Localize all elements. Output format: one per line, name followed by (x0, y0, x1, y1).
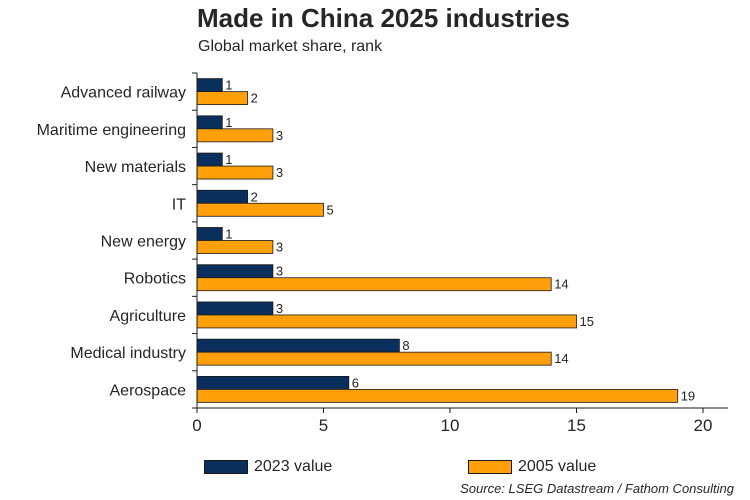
data-label: 3 (276, 264, 283, 279)
bar-2005 (196, 351, 552, 366)
category-label: Medical industry (70, 345, 186, 362)
legend-item-2023: 2023 value (204, 458, 332, 476)
bar-2005 (196, 314, 577, 329)
category-label: IT (172, 196, 186, 213)
bar-2023 (196, 301, 274, 316)
category-label: Agriculture (110, 308, 187, 325)
bar-2023 (196, 152, 223, 167)
data-label: 1 (225, 78, 232, 93)
bar-2005 (196, 388, 679, 403)
data-label: 14 (554, 351, 568, 366)
category-label: Maritime engineering (37, 122, 186, 139)
data-label: 6 (352, 375, 359, 390)
legend-swatch-2023 (204, 460, 248, 474)
bar-2005 (196, 202, 324, 217)
data-label: 3 (276, 165, 283, 180)
data-label: 19 (681, 388, 695, 403)
bar-2023 (196, 189, 248, 204)
category-label: Advanced railway (61, 85, 186, 102)
bar-2023 (196, 78, 223, 93)
data-label: 8 (402, 338, 409, 353)
legend-label-2023: 2023 value (254, 458, 333, 475)
category-label: Robotics (124, 271, 186, 288)
x-tick-label: 5 (319, 416, 328, 435)
bar-2005 (196, 240, 274, 254)
x-tick-label: 20 (694, 416, 713, 435)
data-label: 2 (251, 91, 258, 106)
category-label: Aerospace (110, 382, 187, 399)
x-tick-label: 0 (192, 416, 201, 435)
data-label: 14 (554, 277, 568, 292)
data-label: 5 (327, 202, 334, 217)
data-label: 3 (276, 128, 283, 143)
legend-label-2005: 2005 value (518, 458, 597, 475)
bar-2023 (196, 227, 223, 241)
data-label: 1 (225, 227, 232, 242)
data-label: 1 (225, 152, 232, 167)
data-label: 1 (225, 115, 232, 130)
bar-2005 (196, 91, 248, 106)
data-label: 2 (251, 189, 258, 204)
bar-2023 (196, 264, 274, 279)
x-tick-label: 10 (441, 416, 460, 435)
bar-2023 (196, 375, 350, 390)
category-label: New materials (85, 159, 186, 176)
chart-title: Made in China 2025 industries (197, 3, 570, 33)
category-label: New energy (101, 234, 186, 251)
data-label: 3 (276, 240, 283, 255)
bar-2005 (196, 277, 552, 292)
bar-2005 (196, 128, 274, 143)
x-tick-label: 15 (567, 416, 586, 435)
source-note: Source: LSEG Datastream / Fathom Consult… (460, 481, 734, 496)
bar-2023 (196, 115, 223, 130)
bar-2005 (196, 165, 274, 180)
chart-subtitle: Global market share, rank (198, 38, 383, 55)
data-label: 3 (276, 301, 283, 316)
legend-swatch-2005 (468, 460, 512, 474)
bar-2023 (196, 338, 400, 353)
legend-item-2005: 2005 value (468, 458, 596, 476)
data-label: 15 (580, 314, 594, 329)
